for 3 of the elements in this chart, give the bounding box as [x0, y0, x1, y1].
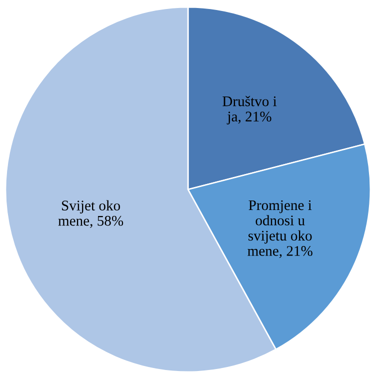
slice-label: Svijet oko mene, 58% — [58, 200, 124, 228]
slice-label: Promjene i odnosi u svijetu oko mene, 21% — [248, 200, 312, 258]
slice-label: Društvo i ja, 21% — [222, 96, 277, 124]
